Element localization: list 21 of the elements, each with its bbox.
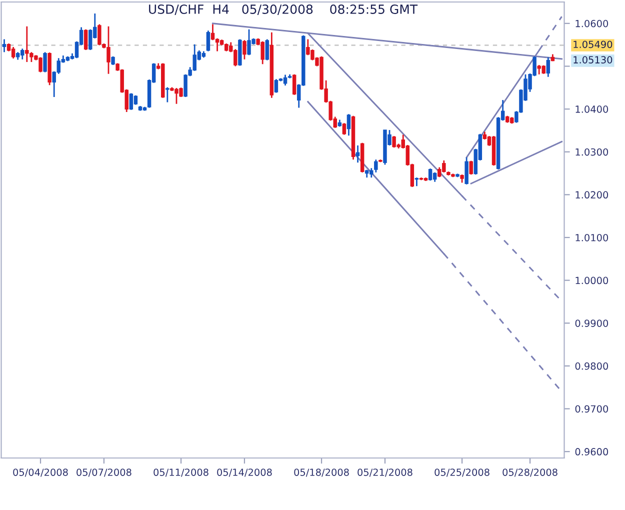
- x-tick-label: 05/18/2008: [294, 468, 349, 477]
- y-tick-label: 1.0200: [576, 191, 608, 199]
- x-tick-label: 05/14/2008: [217, 468, 272, 477]
- y-tick-label: 0.9700: [575, 405, 608, 413]
- y-tick-label: 1.0400: [576, 106, 608, 113]
- x-tick-label: 05/04/2008: [13, 468, 68, 477]
- y-tick-label: 1.0600: [576, 20, 608, 28]
- text: 1.05130: [574, 56, 612, 64]
- x-tick-label: 05/11/2008: [154, 468, 208, 477]
- y-tick-label: 0.9900: [575, 320, 608, 327]
- y-tick-label: 1.0000: [576, 276, 608, 284]
- x-tick-label: 05/21/2008: [358, 468, 412, 477]
- y-tick-label: 0.9600: [575, 448, 608, 456]
- chart-title: USD/CHF H4 05/30/2008 08:25:55 GMT: [149, 4, 418, 15]
- x-tick-label: 05/28/2008: [502, 468, 558, 477]
- y-tick-label: 1.0100: [576, 234, 608, 242]
- y-tick-label: 1.0300: [576, 148, 608, 156]
- x-tick-label: 05/25/2008: [434, 468, 490, 477]
- ref-line-label: 1.05490: [574, 40, 612, 48]
- y-tick-label: 0.9800: [575, 362, 608, 370]
- x-tick-label: 05/07/2008: [76, 468, 132, 477]
